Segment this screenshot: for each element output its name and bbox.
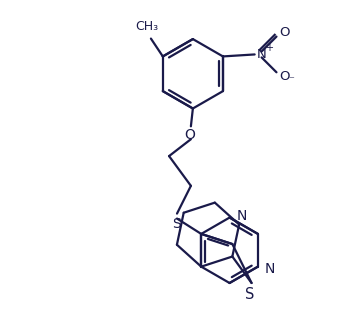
- Text: N: N: [264, 261, 275, 276]
- Text: N: N: [236, 209, 247, 222]
- Text: +: +: [264, 43, 273, 54]
- Text: ⁻: ⁻: [288, 75, 294, 85]
- Text: S: S: [171, 216, 180, 230]
- Text: N: N: [257, 48, 267, 61]
- Text: S: S: [245, 287, 254, 303]
- Text: CH₃: CH₃: [135, 20, 159, 33]
- Text: O: O: [279, 70, 290, 83]
- Text: O: O: [279, 26, 290, 39]
- Text: O: O: [185, 128, 195, 142]
